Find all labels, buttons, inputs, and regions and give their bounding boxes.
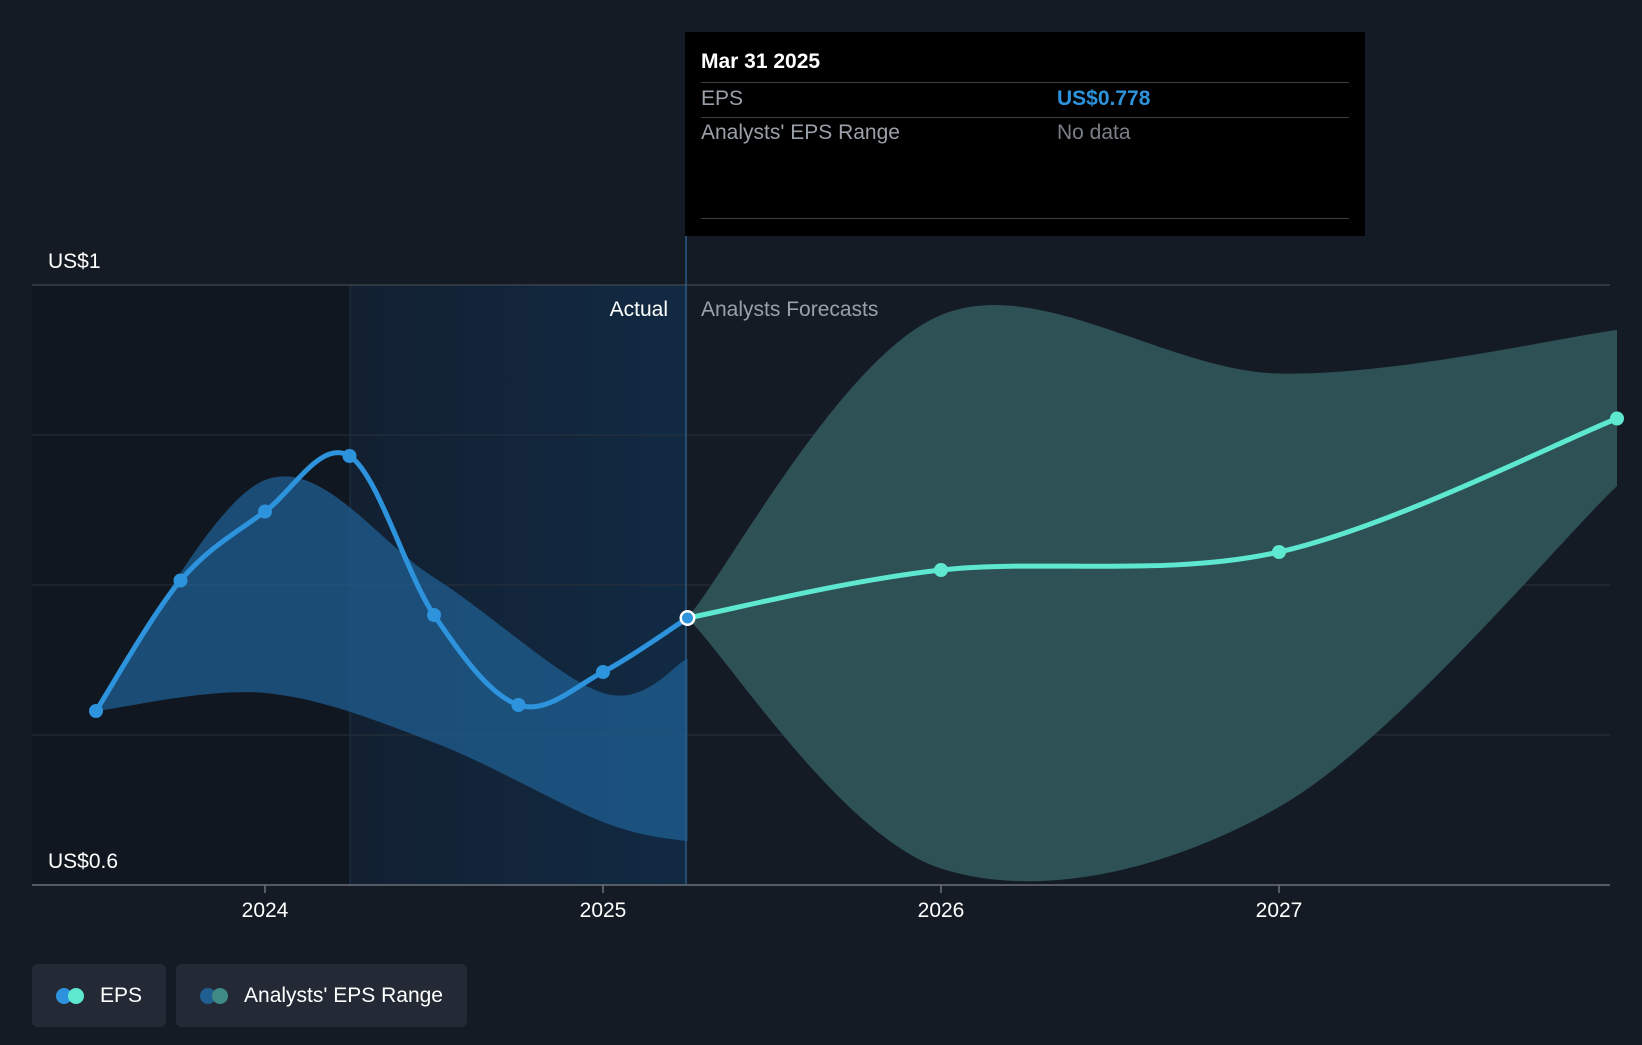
tooltip-range-label: Analysts' EPS Range bbox=[701, 121, 900, 144]
legend-swatch-dot bbox=[212, 987, 229, 1004]
legend-swatch-dot bbox=[68, 987, 84, 1004]
actual-eps-point bbox=[342, 449, 357, 463]
tooltip-divider bbox=[701, 82, 1349, 83]
x-axis-ticks: 2024 2025 2026 2027 bbox=[242, 885, 1303, 922]
forecast-eps-point bbox=[1610, 411, 1624, 426]
x-tick-label: 2024 bbox=[242, 899, 289, 922]
actual-label: Actual bbox=[610, 298, 668, 321]
actual-eps-point bbox=[427, 608, 441, 622]
actual-eps-point bbox=[511, 698, 526, 712]
actual-eps-point bbox=[596, 665, 610, 679]
legend-item-eps-range[interactable]: Analysts' EPS Range bbox=[176, 964, 467, 1027]
y-axis-min-label: US$0.6 bbox=[48, 850, 118, 873]
actual-eps-point bbox=[89, 704, 103, 718]
tooltip-divider bbox=[701, 218, 1349, 219]
y-axis-max-label: US$1 bbox=[48, 250, 101, 273]
actual-eps-point bbox=[173, 573, 188, 588]
legend-label-eps: EPS bbox=[100, 983, 143, 1007]
forecast-eps-point bbox=[1272, 545, 1286, 559]
legend-swatch-eps bbox=[56, 987, 86, 1004]
legend-item-eps[interactable]: EPS bbox=[32, 964, 167, 1027]
actual-eps-range-band bbox=[96, 476, 688, 842]
highlighted-point bbox=[682, 612, 693, 624]
chart-legend: EPS Analysts' EPS Range bbox=[32, 964, 467, 1027]
forecast-eps-line bbox=[685, 416, 1620, 621]
tooltip-range-value: No data bbox=[1057, 121, 1131, 144]
legend-label-eps-range: Analysts' EPS Range bbox=[244, 983, 443, 1007]
x-tick-label: 2027 bbox=[1256, 899, 1303, 922]
tooltip-date: Mar 31 2025 bbox=[701, 50, 821, 73]
forecast-eps-range-band bbox=[687, 304, 1617, 882]
actual-eps-point bbox=[258, 504, 272, 519]
legend-swatch-range bbox=[200, 987, 230, 1004]
hover-tooltip: Mar 31 2025 EPS US$0.778 Analysts' EPS R… bbox=[685, 32, 1365, 236]
tooltip-eps-label: EPS bbox=[701, 87, 744, 110]
forecast-eps-point bbox=[934, 563, 948, 577]
forecast-label: Analysts Forecasts bbox=[701, 298, 878, 321]
range-bands bbox=[96, 304, 1617, 882]
tooltip-divider bbox=[701, 117, 1349, 118]
eps-points bbox=[89, 411, 1624, 718]
tooltip-eps-value: US$0.778 bbox=[1057, 87, 1151, 110]
x-tick-label: 2025 bbox=[580, 899, 627, 922]
x-tick-label: 2026 bbox=[918, 899, 965, 922]
